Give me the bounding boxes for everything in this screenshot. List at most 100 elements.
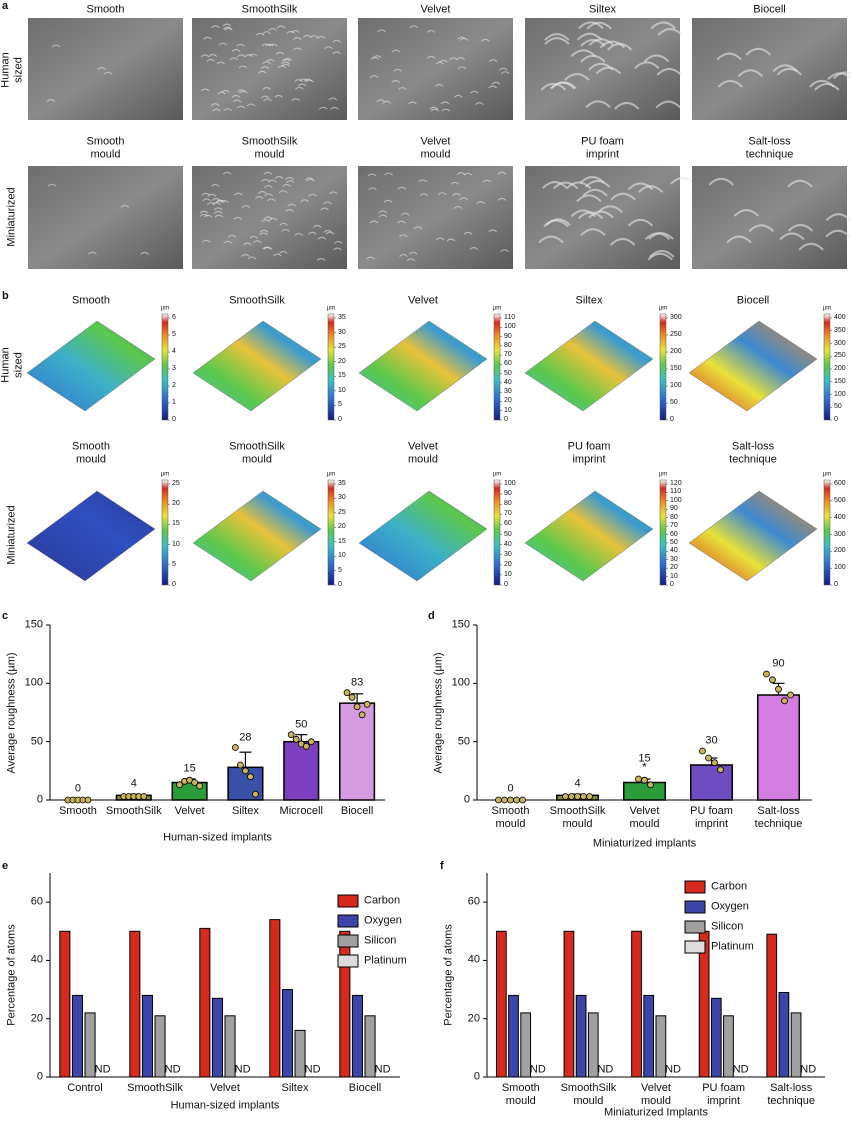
sem-texture [745, 47, 772, 56]
sem-texture [500, 249, 509, 253]
data-point [775, 685, 782, 693]
colorbar [327, 479, 335, 586]
sem-texture [273, 253, 282, 257]
colorbar-tick-label: 6 [172, 313, 176, 321]
colorbar [823, 479, 831, 586]
legend-swatch [337, 934, 359, 948]
sem-texture [262, 87, 272, 90]
sem-texture [266, 198, 276, 202]
sem-texture [88, 251, 97, 255]
value-label: 4 [130, 777, 137, 790]
colorbar-tick-label: 4 [172, 347, 176, 355]
sem-texture [378, 210, 388, 214]
colorbar [659, 479, 667, 586]
colorbar-tick-label: 5 [338, 401, 342, 409]
sem-texture [217, 91, 226, 95]
sem-texture [203, 214, 213, 218]
sem-texture [330, 106, 339, 110]
sem-texture [814, 82, 840, 91]
sem-texture [297, 83, 307, 87]
sem-texture [538, 235, 564, 244]
sem-texture [393, 68, 403, 72]
sem-texture [463, 231, 473, 235]
data-point [647, 781, 654, 789]
sem-texture [285, 176, 294, 180]
bar [508, 994, 519, 1078]
value-label: 15 [183, 762, 196, 775]
value-label: ND [597, 1063, 614, 1076]
image-title: Smooth mould [72, 440, 110, 465]
bar [364, 1015, 376, 1078]
sem-texture [582, 188, 608, 197]
bar [778, 991, 790, 1078]
panel-letter: a [2, 0, 9, 12]
sem-texture [398, 87, 407, 91]
sem-texture [224, 27, 233, 31]
colorbar-tick-label: 300 [834, 530, 846, 538]
bar [622, 781, 667, 801]
sem-texture [211, 198, 221, 201]
data-point [242, 767, 249, 775]
image-title: Velvet mould [420, 135, 451, 160]
panel-letter: c [2, 610, 9, 622]
sem-texture [456, 57, 466, 61]
y-tick-label: 0 [463, 793, 470, 806]
sem-texture [216, 61, 226, 65]
sem-texture [213, 210, 223, 214]
colorbar-tick-label: 30 [504, 388, 512, 396]
image-title: Siltex [589, 3, 616, 16]
sem-texture [268, 217, 278, 221]
colorbar-tick-label: 30 [338, 328, 346, 336]
sem-texture [452, 193, 461, 196]
y-tick-label: 0 [36, 793, 43, 806]
colorbar-tick-label: 5 [172, 330, 176, 338]
sem-texture [281, 229, 290, 232]
data-point [247, 773, 254, 781]
sem-texture [497, 197, 507, 201]
sem-texture [201, 239, 211, 243]
colorbar-tick-label: 0 [504, 415, 508, 423]
sem-texture [544, 37, 570, 45]
sem-texture [588, 210, 614, 219]
colorbar-unit: µm [822, 471, 832, 478]
sem-texture [282, 183, 292, 187]
sem-texture [267, 179, 277, 183]
sem-texture [453, 94, 463, 98]
sem-texture [206, 202, 216, 205]
data-point [343, 689, 351, 697]
image-title: SmoothSilk [229, 294, 285, 307]
colorbar-tick-label: 110 [504, 313, 516, 321]
sem-texture [220, 200, 229, 203]
colorbar-tick-label: 100 [504, 323, 516, 331]
sem-texture [97, 67, 106, 70]
sem-texture [276, 25, 286, 29]
sem-texture [456, 172, 466, 176]
data-point [562, 793, 569, 800]
row-label: Human sized [0, 347, 24, 383]
sem-texture [263, 98, 272, 102]
colorbar-tick-label: 250 [834, 352, 846, 360]
x-tick-label: Velvet [210, 1082, 240, 1094]
data-point [363, 700, 371, 708]
sem-texture [399, 254, 408, 257]
sem-texture [726, 235, 752, 244]
sem-texture [614, 101, 640, 110]
data-point [501, 796, 508, 804]
sem-texture [772, 64, 798, 73]
sem-texture [261, 43, 271, 47]
sem-texture [294, 79, 304, 83]
sem-texture [199, 210, 209, 214]
value-label: ND [374, 1063, 391, 1076]
bar [283, 740, 320, 801]
sem-texture [212, 202, 221, 206]
sem-texture [281, 63, 291, 67]
sem-texture [248, 53, 258, 57]
colorbar-unit: µm [658, 471, 668, 478]
sem-texture [232, 99, 242, 103]
sem-texture [647, 252, 673, 261]
sem-texture [247, 256, 257, 260]
bar [520, 1012, 532, 1078]
sem-texture [324, 46, 333, 50]
sem-texture [222, 23, 232, 27]
sem-texture [234, 192, 243, 196]
